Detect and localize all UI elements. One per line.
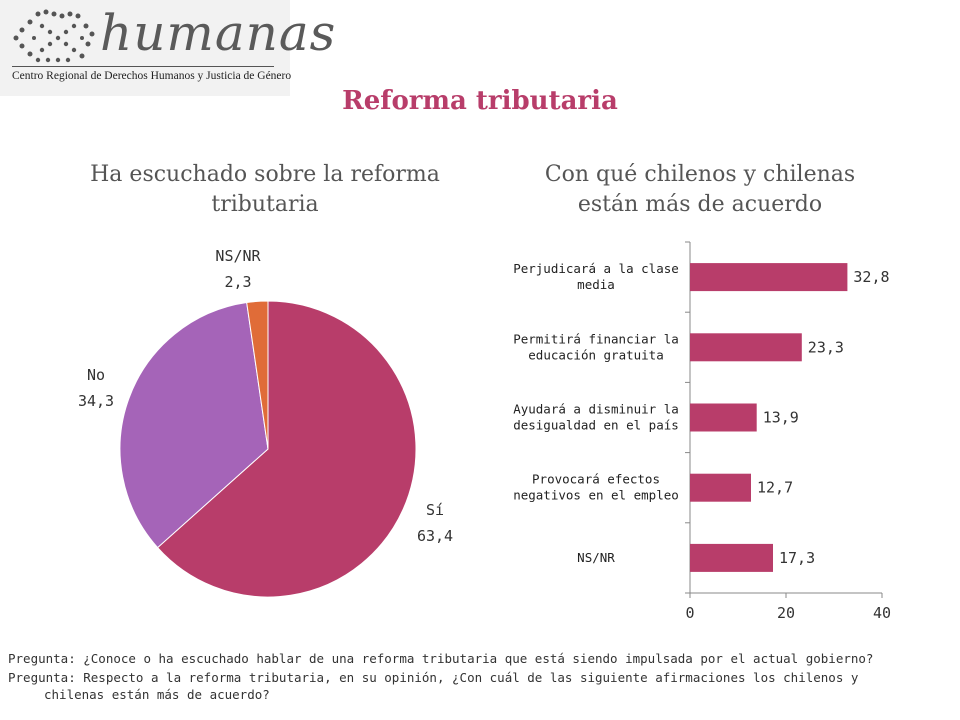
bar-3 <box>690 473 751 502</box>
bar-category-label-0-1: media <box>577 277 615 292</box>
footer-question-1: Pregunta: ¿Conoce o ha escuchado hablar … <box>8 651 874 666</box>
bar-value-label-3: 12,7 <box>757 479 793 497</box>
bar-title-line-2: están más de acuerdo <box>577 192 823 217</box>
footer-question-2-line-1: Pregunta: Respecto a la reforma tributar… <box>8 670 859 685</box>
pie-chart-title: Ha escuchado sobre la reforma tributaria <box>40 160 490 220</box>
bar-category-label-2-0: Ayudará a disminuir la <box>513 402 679 417</box>
pie-title-line-1: Ha escuchado sobre la reforma <box>90 162 440 187</box>
x-tick-label-1: 20 <box>777 604 795 622</box>
pie-slice-s- <box>156 300 417 598</box>
bar-category-label-2-1: desigualdad en el país <box>513 418 679 433</box>
bar-1 <box>690 333 802 362</box>
logo-mark-icon <box>13 9 95 63</box>
bar-4 <box>690 543 773 572</box>
bar-2 <box>690 403 757 432</box>
bar-chart-title: Con qué chilenos y chilenas están más de… <box>480 160 920 220</box>
pie-value-0: 63,4 <box>417 527 453 545</box>
pie-label-2: NS/NR <box>215 247 261 265</box>
bar-category-label-1-0: Permitirá financiar la <box>513 331 679 346</box>
pie-label-1: No <box>87 366 105 384</box>
bar-category-label-3-0: Provocará efectos <box>532 472 660 487</box>
pie-chart: Sí 63,4 No 34,3 NS/NR 2,3 <box>78 247 453 598</box>
bar-title-line-1: Con qué chilenos y chilenas <box>544 162 856 187</box>
bar-value-label-0: 32,8 <box>853 268 889 286</box>
logo-subtitle: Centro Regional de Derechos Humanos y Ju… <box>12 70 292 82</box>
footer-notes: Pregunta: ¿Conoce o ha escuchado hablar … <box>8 650 953 703</box>
bar-category-label-3-1: negativos en el empleo <box>513 488 679 503</box>
pie-slice-ns-nr <box>246 300 269 450</box>
x-tick-label-0: 0 <box>685 604 694 622</box>
logo-wordmark: humanas <box>100 4 337 62</box>
bar-0 <box>690 263 848 292</box>
pie-value-1: 34,3 <box>78 392 114 410</box>
footer-question-2: Pregunta: Respecto a la reforma tributar… <box>8 669 953 703</box>
logo-divider <box>12 66 274 67</box>
page-title: Reforma tributaria <box>342 86 618 116</box>
pie-title-line-2: tributaria <box>211 192 319 217</box>
bar-category-label-1-1: educación gratuita <box>528 347 663 362</box>
pie-value-2: 2,3 <box>224 273 251 291</box>
bar-value-label-4: 17,3 <box>779 549 815 567</box>
pie-label-0: Sí <box>426 501 444 519</box>
logo: humanas Centro Regional de Derechos Huma… <box>0 0 335 96</box>
pie-slice-no <box>119 301 269 549</box>
bar-category-label-0-0: Perjudicará a la clase <box>513 261 679 276</box>
bar-category-label-4-0: NS/NR <box>577 550 615 565</box>
bar-value-label-2: 13,9 <box>763 409 799 427</box>
footer-question-2-line-2: chilenas están más de acuerdo? <box>44 687 270 702</box>
x-tick-label-2: 40 <box>873 604 891 622</box>
bar-value-label-1: 23,3 <box>808 338 844 356</box>
